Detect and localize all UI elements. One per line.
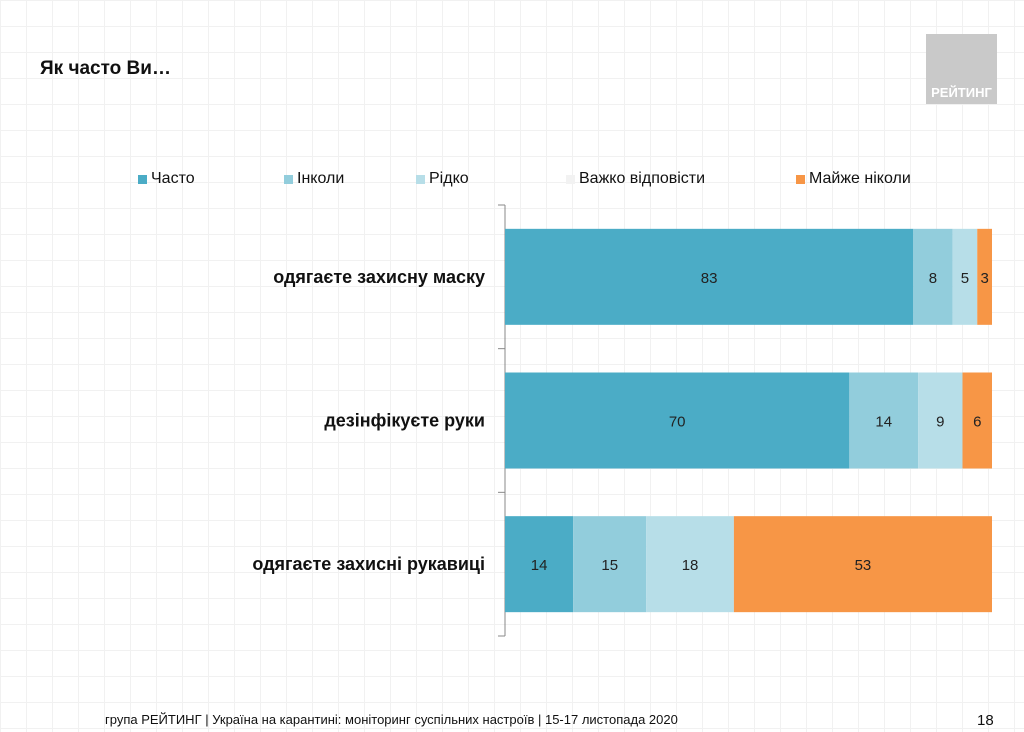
bar-segment <box>733 516 992 613</box>
data-label: 70 <box>669 414 686 431</box>
legend-item: Майже ніколи <box>796 170 911 188</box>
data-label: 8 <box>929 270 937 287</box>
legend-item: Рідко <box>416 170 469 188</box>
data-label: 14 <box>531 557 548 574</box>
data-label: 14 <box>875 414 892 431</box>
data-label: 9 <box>936 414 944 431</box>
legend-label: Рідко <box>429 170 469 187</box>
bar-segment <box>913 228 953 325</box>
category-label: одягаєте захисну маску <box>273 267 485 287</box>
page-title: Як часто Ви… <box>40 58 171 79</box>
legend-swatch <box>416 174 425 184</box>
logo: РЕЙТИНГ <box>926 34 997 104</box>
data-label: 53 <box>855 557 872 574</box>
legend-swatch <box>796 174 805 184</box>
bar-segment <box>977 228 992 325</box>
bar-segment <box>573 516 647 613</box>
legend-item: Часто <box>138 170 195 188</box>
bar-segment <box>849 372 919 469</box>
legend-item: Інколи <box>284 170 344 188</box>
bar-segment <box>505 372 850 469</box>
bar-segment <box>962 372 992 469</box>
data-label: 3 <box>980 270 988 287</box>
footer: група РЕЙТИНГ | Україна на карантині: мо… <box>105 712 678 727</box>
legend-item: Важко відповісти <box>566 170 705 188</box>
legend-swatch <box>284 174 293 184</box>
legend-label: Важко відповісти <box>579 170 706 187</box>
bar-segment <box>952 228 978 325</box>
bar-segment <box>918 372 963 469</box>
data-label: 5 <box>961 270 969 287</box>
bar-segment <box>505 516 574 613</box>
category-label: дезінфікуєте руки <box>324 411 485 431</box>
data-label: 83 <box>701 270 718 287</box>
data-label: 15 <box>601 557 618 574</box>
data-label: 18 <box>682 557 699 574</box>
bar-segment <box>505 228 914 325</box>
legend-label: Майже ніколи <box>809 170 911 187</box>
bar-segment <box>646 516 734 613</box>
legend-label: Часто <box>151 170 195 187</box>
data-label: 6 <box>973 414 981 431</box>
legend-swatch <box>566 174 575 184</box>
category-label: одягаєте захисні рукавиці <box>252 554 485 574</box>
legend-label: Інколи <box>297 170 345 187</box>
legend-swatch <box>138 174 147 184</box>
page-number: 18 <box>977 712 994 729</box>
